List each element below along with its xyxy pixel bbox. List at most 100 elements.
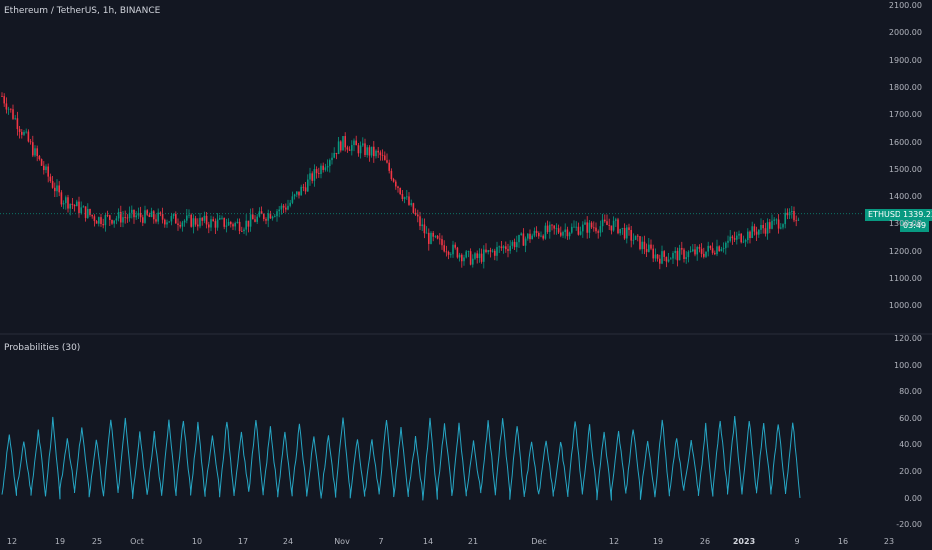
candle-body (265, 219, 267, 221)
candle-body (161, 213, 164, 220)
candle-body (373, 146, 375, 157)
candle-body (150, 211, 153, 217)
candle-body (100, 217, 102, 225)
candle-body (307, 179, 309, 192)
candle-body (395, 181, 397, 187)
candle-body (263, 214, 265, 220)
candle-body (689, 251, 692, 252)
candle-body (681, 248, 683, 250)
candle-body (298, 191, 300, 196)
price-tick: 1800.00 (888, 82, 922, 92)
time-tick: 25 (91, 537, 103, 546)
time-tick: 16 (837, 537, 849, 546)
candle-body (670, 258, 672, 260)
candle-body (480, 253, 483, 262)
price-tick: 1500.00 (888, 164, 922, 174)
candle-body (280, 205, 283, 210)
candle-body (122, 217, 124, 223)
candle-body (47, 166, 49, 177)
candle-body (29, 141, 32, 143)
candle-body (656, 254, 659, 259)
time-tick: 7 (378, 537, 384, 546)
osc-tick: 80.00 (899, 387, 922, 397)
candle-body (144, 210, 146, 223)
candle-body (571, 226, 573, 233)
candle-body (766, 222, 769, 234)
candle-body (126, 217, 129, 219)
candle-body (342, 136, 344, 151)
candle-body (722, 248, 725, 250)
candle-body (106, 215, 109, 216)
candle-body (49, 176, 52, 182)
candle-body (397, 186, 399, 188)
candle-body (234, 222, 236, 227)
candle-body (362, 143, 364, 146)
candle-body (142, 217, 144, 223)
candle-body (608, 225, 610, 226)
candle-body (637, 235, 639, 237)
candle-body (610, 225, 613, 231)
candle-body (474, 253, 476, 259)
candle-body (520, 233, 522, 235)
candle-body (705, 251, 707, 257)
candle-body (65, 197, 67, 204)
candle-body (747, 231, 749, 241)
candle-body (16, 118, 19, 130)
candle-body (1, 96, 3, 97)
candle-body (577, 226, 580, 235)
candle-body (687, 251, 690, 258)
candle-body (243, 229, 245, 232)
candle-body (192, 218, 195, 227)
candle-body (423, 224, 426, 234)
candle-body (344, 136, 346, 148)
candle-body (76, 201, 78, 207)
candle-body (368, 147, 371, 156)
candle-body (58, 185, 60, 193)
candle-body (177, 223, 179, 226)
price-tick: 1200.00 (888, 246, 922, 256)
candle-body (643, 241, 646, 250)
candle-body (714, 252, 716, 255)
candle-body (289, 202, 291, 206)
candle-body (84, 206, 87, 218)
candle-body (641, 241, 643, 250)
candle-body (157, 212, 159, 222)
candle-body (414, 212, 417, 215)
candle-body (311, 173, 313, 181)
candle-body (351, 145, 353, 151)
candle-body (183, 220, 186, 223)
candle-body (487, 250, 489, 253)
candle-body (346, 147, 349, 150)
candle-body (340, 141, 342, 151)
candle-body (736, 235, 738, 240)
candle-body (313, 169, 316, 181)
candle-body (23, 132, 25, 135)
candle-body (494, 250, 496, 256)
candle-body (179, 225, 181, 227)
candle-body (21, 131, 23, 135)
candle-body (716, 246, 718, 255)
osc-tick: -20.00 (896, 520, 922, 530)
candle-body (599, 226, 602, 233)
countdown-badge: 03:49 (900, 220, 930, 232)
candle-body (102, 224, 104, 226)
candle-body (795, 220, 797, 222)
candle-body (782, 224, 784, 228)
candle-body (56, 185, 58, 192)
candle-body (623, 227, 626, 239)
candle-body (450, 254, 452, 256)
candle-body (553, 225, 555, 229)
candle-body (727, 240, 729, 243)
candle-body (491, 250, 494, 252)
candle-body (797, 219, 800, 221)
candle-body (62, 203, 65, 205)
candle-body (595, 227, 597, 232)
candle-body (353, 140, 355, 146)
candle-body (399, 187, 401, 195)
price-tick: 1100.00 (888, 274, 922, 283)
candle-body (685, 257, 687, 260)
candle-body (489, 250, 492, 252)
candle-body (7, 108, 10, 110)
